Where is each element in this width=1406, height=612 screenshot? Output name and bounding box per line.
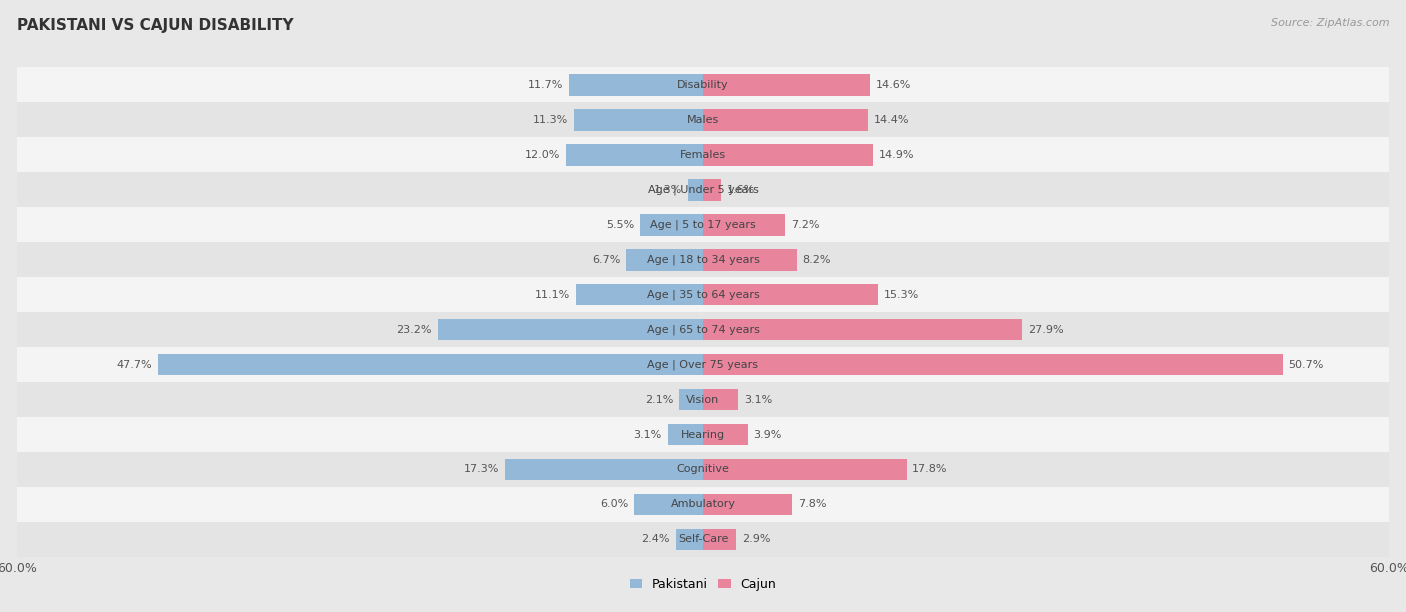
- Bar: [17, 347, 1389, 382]
- Bar: [634, 494, 703, 515]
- Bar: [703, 214, 786, 236]
- Bar: [576, 284, 703, 305]
- Text: Source: ZipAtlas.com: Source: ZipAtlas.com: [1271, 18, 1389, 28]
- Bar: [703, 74, 870, 95]
- Bar: [703, 109, 868, 130]
- Bar: [505, 458, 703, 480]
- Bar: [703, 458, 907, 480]
- Bar: [17, 522, 1389, 557]
- Bar: [703, 144, 873, 166]
- Text: 27.9%: 27.9%: [1028, 324, 1063, 335]
- Text: 11.3%: 11.3%: [533, 115, 568, 125]
- Text: 5.5%: 5.5%: [606, 220, 634, 230]
- Bar: [17, 277, 1389, 312]
- Text: 14.6%: 14.6%: [876, 80, 911, 90]
- Text: 1.3%: 1.3%: [654, 185, 682, 195]
- Text: 6.7%: 6.7%: [592, 255, 620, 264]
- Text: Age | 65 to 74 years: Age | 65 to 74 years: [647, 324, 759, 335]
- Bar: [668, 424, 703, 446]
- Text: Age | 35 to 64 years: Age | 35 to 64 years: [647, 289, 759, 300]
- Bar: [675, 529, 703, 550]
- Text: 7.2%: 7.2%: [792, 220, 820, 230]
- Bar: [703, 179, 721, 201]
- Bar: [627, 249, 703, 271]
- Text: Females: Females: [681, 150, 725, 160]
- Text: 3.1%: 3.1%: [744, 395, 772, 405]
- Bar: [703, 389, 738, 411]
- Bar: [157, 354, 703, 375]
- Bar: [17, 67, 1389, 102]
- Text: 1.6%: 1.6%: [727, 185, 755, 195]
- Text: Age | Under 5 years: Age | Under 5 years: [648, 184, 758, 195]
- Text: Hearing: Hearing: [681, 430, 725, 439]
- Text: 8.2%: 8.2%: [803, 255, 831, 264]
- Text: 2.4%: 2.4%: [641, 534, 669, 545]
- Text: 11.7%: 11.7%: [529, 80, 564, 90]
- Text: 6.0%: 6.0%: [600, 499, 628, 509]
- Text: 3.1%: 3.1%: [634, 430, 662, 439]
- Bar: [703, 424, 748, 446]
- Text: 2.9%: 2.9%: [742, 534, 770, 545]
- Text: Age | 18 to 34 years: Age | 18 to 34 years: [647, 255, 759, 265]
- Bar: [17, 382, 1389, 417]
- Text: 17.3%: 17.3%: [464, 465, 499, 474]
- Bar: [679, 389, 703, 411]
- Text: 2.1%: 2.1%: [645, 395, 673, 405]
- Text: Disability: Disability: [678, 80, 728, 90]
- Bar: [703, 319, 1022, 340]
- Legend: Pakistani, Cajun: Pakistani, Cajun: [626, 574, 780, 595]
- Text: 14.4%: 14.4%: [873, 115, 908, 125]
- Text: Males: Males: [688, 115, 718, 125]
- Bar: [17, 242, 1389, 277]
- Text: Ambulatory: Ambulatory: [671, 499, 735, 509]
- Text: 3.9%: 3.9%: [754, 430, 782, 439]
- Text: 17.8%: 17.8%: [912, 465, 948, 474]
- Bar: [17, 172, 1389, 207]
- Bar: [565, 144, 703, 166]
- Text: PAKISTANI VS CAJUN DISABILITY: PAKISTANI VS CAJUN DISABILITY: [17, 18, 294, 34]
- Bar: [569, 74, 703, 95]
- Text: 50.7%: 50.7%: [1288, 360, 1324, 370]
- Text: 12.0%: 12.0%: [524, 150, 560, 160]
- Text: Age | Over 75 years: Age | Over 75 years: [648, 359, 758, 370]
- Bar: [437, 319, 703, 340]
- Bar: [703, 249, 797, 271]
- Bar: [703, 494, 792, 515]
- Text: 47.7%: 47.7%: [117, 360, 152, 370]
- Bar: [17, 417, 1389, 452]
- Bar: [703, 284, 877, 305]
- Bar: [703, 354, 1282, 375]
- Text: Self-Care: Self-Care: [678, 534, 728, 545]
- Bar: [703, 529, 737, 550]
- Bar: [17, 452, 1389, 487]
- Bar: [640, 214, 703, 236]
- Bar: [17, 312, 1389, 347]
- Bar: [17, 487, 1389, 522]
- Bar: [17, 207, 1389, 242]
- Bar: [17, 102, 1389, 137]
- Text: 23.2%: 23.2%: [396, 324, 432, 335]
- Text: 7.8%: 7.8%: [799, 499, 827, 509]
- Text: 14.9%: 14.9%: [879, 150, 915, 160]
- Bar: [574, 109, 703, 130]
- Text: Vision: Vision: [686, 395, 720, 405]
- Bar: [17, 137, 1389, 172]
- Bar: [688, 179, 703, 201]
- Text: Age | 5 to 17 years: Age | 5 to 17 years: [650, 220, 756, 230]
- Text: 11.1%: 11.1%: [536, 289, 571, 300]
- Text: Cognitive: Cognitive: [676, 465, 730, 474]
- Text: 15.3%: 15.3%: [884, 289, 920, 300]
